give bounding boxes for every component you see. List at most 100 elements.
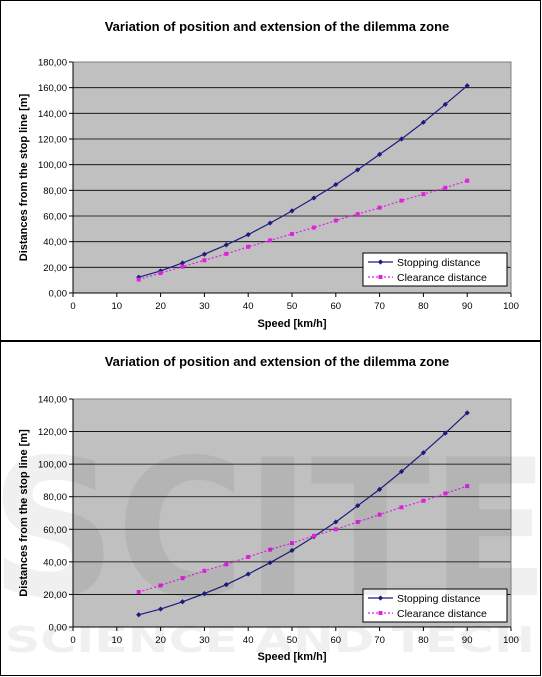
- legend-box: [362, 252, 508, 287]
- point-clearance: [246, 554, 251, 559]
- y-axis-label: Distances from the stop line [m]: [18, 93, 30, 261]
- x-tick-label: 10: [112, 301, 123, 312]
- point-stopping: [333, 519, 339, 525]
- legend-marker: [377, 259, 384, 265]
- point-clearance: [465, 178, 470, 183]
- x-tick-label: 90: [462, 635, 473, 646]
- y-tick-label: 140,00: [38, 395, 67, 406]
- x-tick-label: 60: [331, 635, 342, 646]
- x-tick-label: 100: [503, 301, 519, 312]
- y-tick-label: 40,00: [43, 237, 67, 248]
- y-tick-label: 120,00: [38, 135, 67, 146]
- point-clearance: [443, 185, 448, 190]
- point-stopping: [333, 181, 339, 188]
- x-tick-label: 30: [199, 301, 210, 312]
- chart-title: Variation of position and extension of t…: [105, 354, 450, 369]
- point-clearance: [268, 238, 273, 243]
- point-clearance: [158, 583, 163, 588]
- point-clearance: [399, 198, 404, 203]
- series-line-clearance: [138, 485, 468, 593]
- point-clearance: [465, 484, 470, 489]
- y-tick-label: 120,00: [38, 427, 67, 438]
- x-tick-label: 40: [243, 301, 254, 312]
- point-clearance: [246, 244, 251, 249]
- y-tick-label: 100,00: [38, 460, 67, 471]
- point-stopping: [289, 547, 295, 554]
- series-line-stopping: [138, 412, 468, 616]
- point-clearance: [421, 192, 426, 197]
- chart-title: Variation of position and extension of t…: [105, 19, 450, 34]
- y-axis-label: Distances from the stop line [m]: [18, 429, 30, 597]
- point-stopping: [158, 268, 164, 274]
- point-clearance: [355, 212, 360, 217]
- legend-box: [362, 588, 508, 623]
- legend-marker: [378, 275, 383, 279]
- point-stopping: [398, 468, 405, 475]
- point-stopping: [179, 599, 186, 605]
- point-clearance: [399, 505, 404, 510]
- x-tick-label: 50: [287, 301, 298, 312]
- point-stopping: [398, 136, 405, 142]
- point-stopping: [377, 151, 383, 157]
- series-line-stopping: [138, 85, 468, 278]
- chart-panel-bottom: 0,00 20,00 40,00 60,00 80,00 100,00 120,00 140,…: [0, 341, 541, 676]
- x-tick-label: 80: [418, 301, 429, 312]
- chart-panel-top: 0,00 20,00 40,00 60,00 80,00 100,00 120,00 140,…: [0, 0, 541, 341]
- point-stopping: [179, 260, 186, 266]
- point-clearance: [333, 527, 338, 532]
- point-stopping: [464, 83, 470, 89]
- x-axis-label: Speed [km/h]: [257, 651, 326, 663]
- point-stopping: [442, 101, 448, 107]
- point-stopping: [420, 119, 426, 125]
- point-stopping: [420, 450, 426, 456]
- legend-marker: [378, 611, 383, 615]
- point-stopping: [289, 208, 295, 214]
- legend-label: Clearance distance: [397, 272, 487, 284]
- point-clearance: [136, 277, 141, 282]
- x-tick-label: 60: [331, 301, 342, 312]
- legend-label: Stopping distance: [397, 257, 481, 269]
- y-tick-label: 140,00: [38, 109, 67, 120]
- point-stopping: [201, 251, 207, 257]
- x-axis-label: Speed [km/h]: [257, 318, 326, 330]
- point-clearance: [333, 218, 338, 223]
- x-tick-label: 70: [374, 301, 385, 312]
- series-line-clearance: [138, 180, 468, 281]
- point-stopping: [158, 606, 164, 612]
- point-clearance: [311, 225, 316, 230]
- x-tick-label: 0: [70, 635, 75, 646]
- x-tick-label: 30: [199, 635, 210, 646]
- point-stopping: [377, 486, 383, 492]
- point-clearance: [443, 491, 448, 496]
- point-clearance: [224, 251, 229, 256]
- x-tick-label: 40: [243, 635, 254, 646]
- y-tick-label: 80,00: [43, 492, 67, 503]
- y-tick-label: 60,00: [43, 212, 67, 223]
- point-stopping: [223, 242, 229, 248]
- x-tick-label: 50: [287, 635, 298, 646]
- chart-top: 0,00 20,00 40,00 60,00 80,00 100,00 120,00 140,…: [18, 19, 519, 330]
- point-clearance: [202, 568, 207, 573]
- point-clearance: [180, 576, 185, 581]
- point-clearance: [180, 264, 185, 269]
- y-tick-label: 160,00: [38, 83, 67, 94]
- x-tick-label: 10: [112, 635, 123, 646]
- point-stopping: [355, 167, 361, 173]
- legend-label: Clearance distance: [397, 608, 487, 620]
- point-stopping: [267, 220, 273, 226]
- point-stopping: [136, 274, 142, 280]
- y-tick-label: 60,00: [43, 525, 67, 536]
- legend-marker: [377, 595, 384, 601]
- y-tick-label: 80,00: [43, 186, 67, 197]
- x-tick-label: 0: [70, 301, 75, 312]
- point-clearance: [377, 205, 382, 210]
- point-clearance: [290, 231, 294, 236]
- point-clearance: [355, 519, 360, 524]
- point-stopping: [245, 232, 251, 238]
- x-tick-label: 80: [418, 635, 429, 646]
- point-clearance: [158, 271, 163, 276]
- point-clearance: [202, 258, 207, 263]
- point-clearance: [224, 562, 229, 567]
- y-tick-label: 40,00: [43, 557, 67, 568]
- y-tick-label: 20,00: [43, 263, 67, 274]
